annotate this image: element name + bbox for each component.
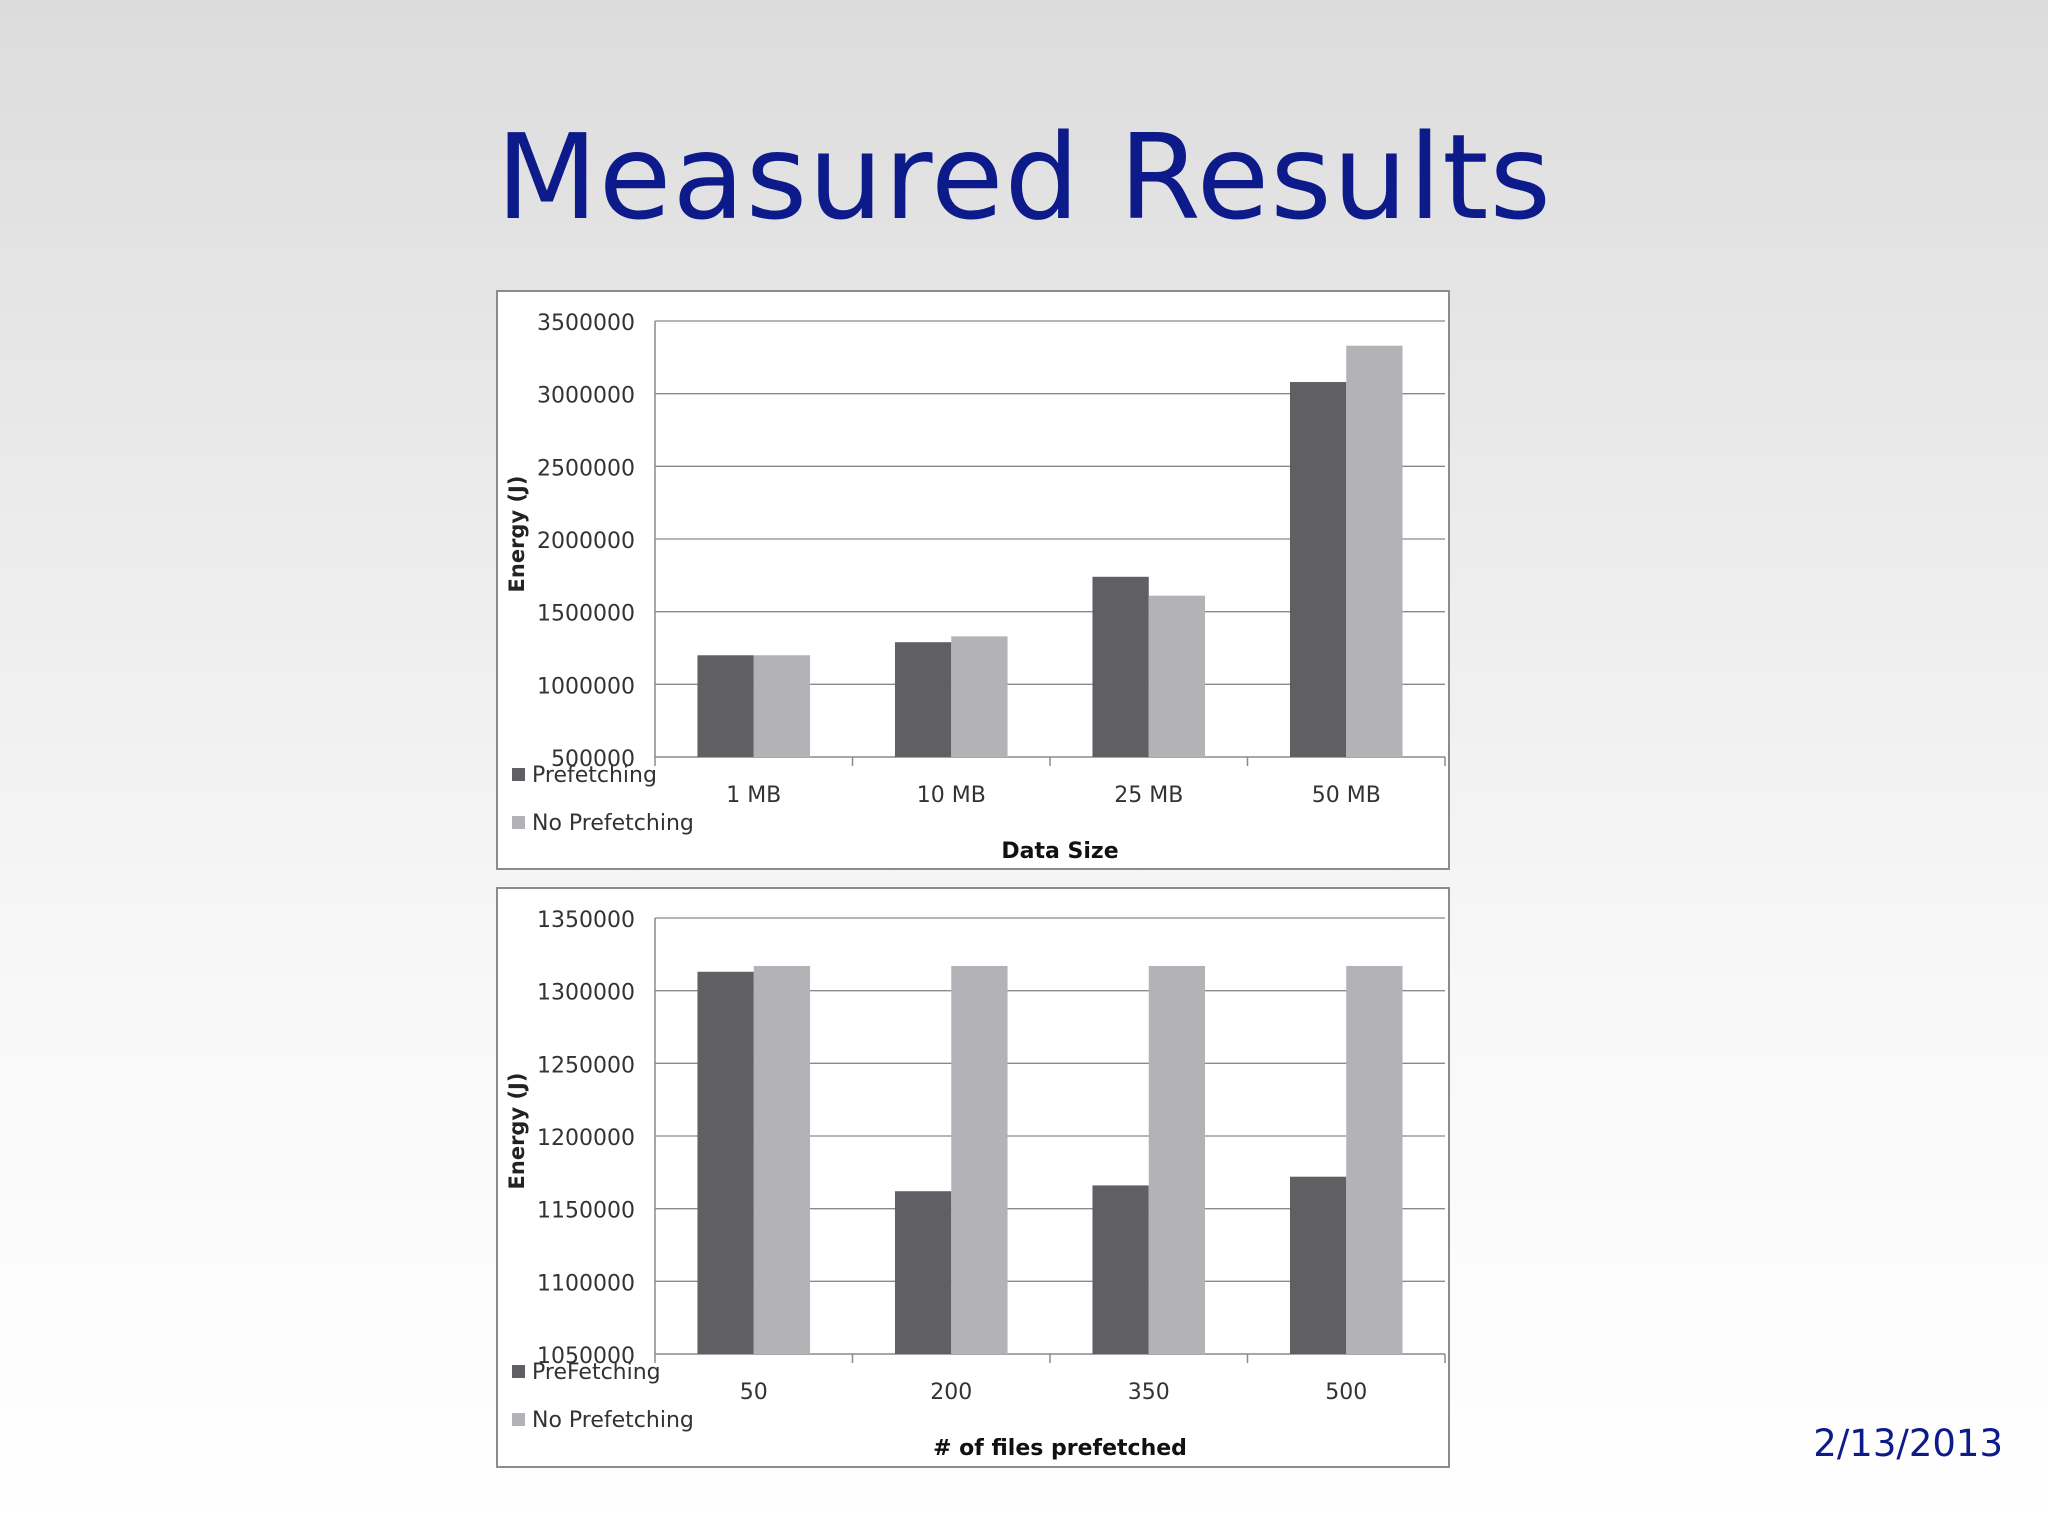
y-tick-label: 1000000 (537, 674, 635, 699)
y-tick-label: 1100000 (537, 1271, 635, 1296)
y-tick-label: 1250000 (537, 1053, 635, 1078)
bar-no-prefetching (951, 965, 1008, 1354)
x-axis-title: Data Size (1001, 839, 1118, 864)
x-tick-label: 10 MB (917, 783, 986, 808)
slide-date: 2/13/2013 (1813, 1422, 2003, 1465)
bar-prefetching (697, 971, 754, 1354)
x-tick-label: 1 MB (726, 783, 781, 808)
x-tick-label: 500 (1325, 1380, 1367, 1405)
x-tick-label: 50 MB (1312, 783, 1381, 808)
bar-prefetching (1289, 382, 1347, 757)
y-tick-label: 2500000 (537, 456, 635, 481)
y-tick-label: 2000000 (537, 529, 635, 554)
legend-swatch (512, 1365, 525, 1378)
x-tick-label: 50 (740, 1380, 768, 1405)
y-tick-label: 1200000 (537, 1126, 635, 1151)
bar-no-prefetching (753, 655, 811, 757)
legend-swatch (512, 1413, 525, 1426)
legend-label: PreFetching (532, 1360, 661, 1385)
bar-prefetching (1092, 1185, 1149, 1354)
y-tick-label: 1150000 (537, 1199, 635, 1224)
y-axis-title: Energy (J) (505, 1073, 529, 1190)
legend-label: No Prefetching (532, 811, 694, 836)
energy-vs-data-size-svg: 500000 1000000 1500000 2000000 2500000 300000… (505, 311, 1446, 864)
x-tick-label: 350 (1128, 1380, 1170, 1405)
bar-prefetching (894, 1191, 952, 1354)
y-axis-title: Energy (J) (505, 476, 529, 593)
energy-vs-files-prefetched-svg: 1050000 1100000 1150000 1200000 1250000 13000… (505, 908, 1446, 1461)
slide-title: Measured Results (496, 108, 1552, 246)
bar-no-prefetching (753, 965, 811, 1354)
y-tick-label: 500000 (551, 747, 635, 772)
energy-vs-files-prefetched-chart: 1050000 1100000 1150000 1200000 1250000 13000… (496, 887, 1450, 1468)
bar-prefetching (1092, 576, 1149, 757)
bar-no-prefetching (1346, 965, 1403, 1354)
energy-vs-data-size-chart: 500000 1000000 1500000 2000000 2500000 300000… (496, 290, 1450, 870)
x-tick-label: 200 (930, 1380, 972, 1405)
legend-label: No Prefetching (532, 1408, 694, 1433)
y-tick-label: 3500000 (537, 311, 635, 336)
bar-prefetching (697, 655, 754, 757)
y-tick-label: 1350000 (537, 908, 635, 933)
legend-swatch (512, 768, 525, 781)
bar-no-prefetching (1148, 965, 1206, 1354)
y-tick-label: 1050000 (537, 1344, 635, 1369)
y-tick-label: 3000000 (537, 384, 635, 409)
bar-prefetching (894, 642, 952, 757)
bar-prefetching (1289, 1176, 1347, 1354)
bar-no-prefetching (1148, 595, 1206, 757)
legend-label: Prefetching (532, 763, 657, 788)
bar-no-prefetching (951, 636, 1008, 757)
y-tick-label: 1300000 (537, 981, 635, 1006)
x-tick-label: 25 MB (1114, 783, 1183, 808)
y-tick-label: 1500000 (537, 602, 635, 627)
legend-swatch (512, 816, 525, 829)
bar-no-prefetching (1346, 345, 1403, 757)
x-axis-title: # of files prefetched (933, 1436, 1187, 1461)
